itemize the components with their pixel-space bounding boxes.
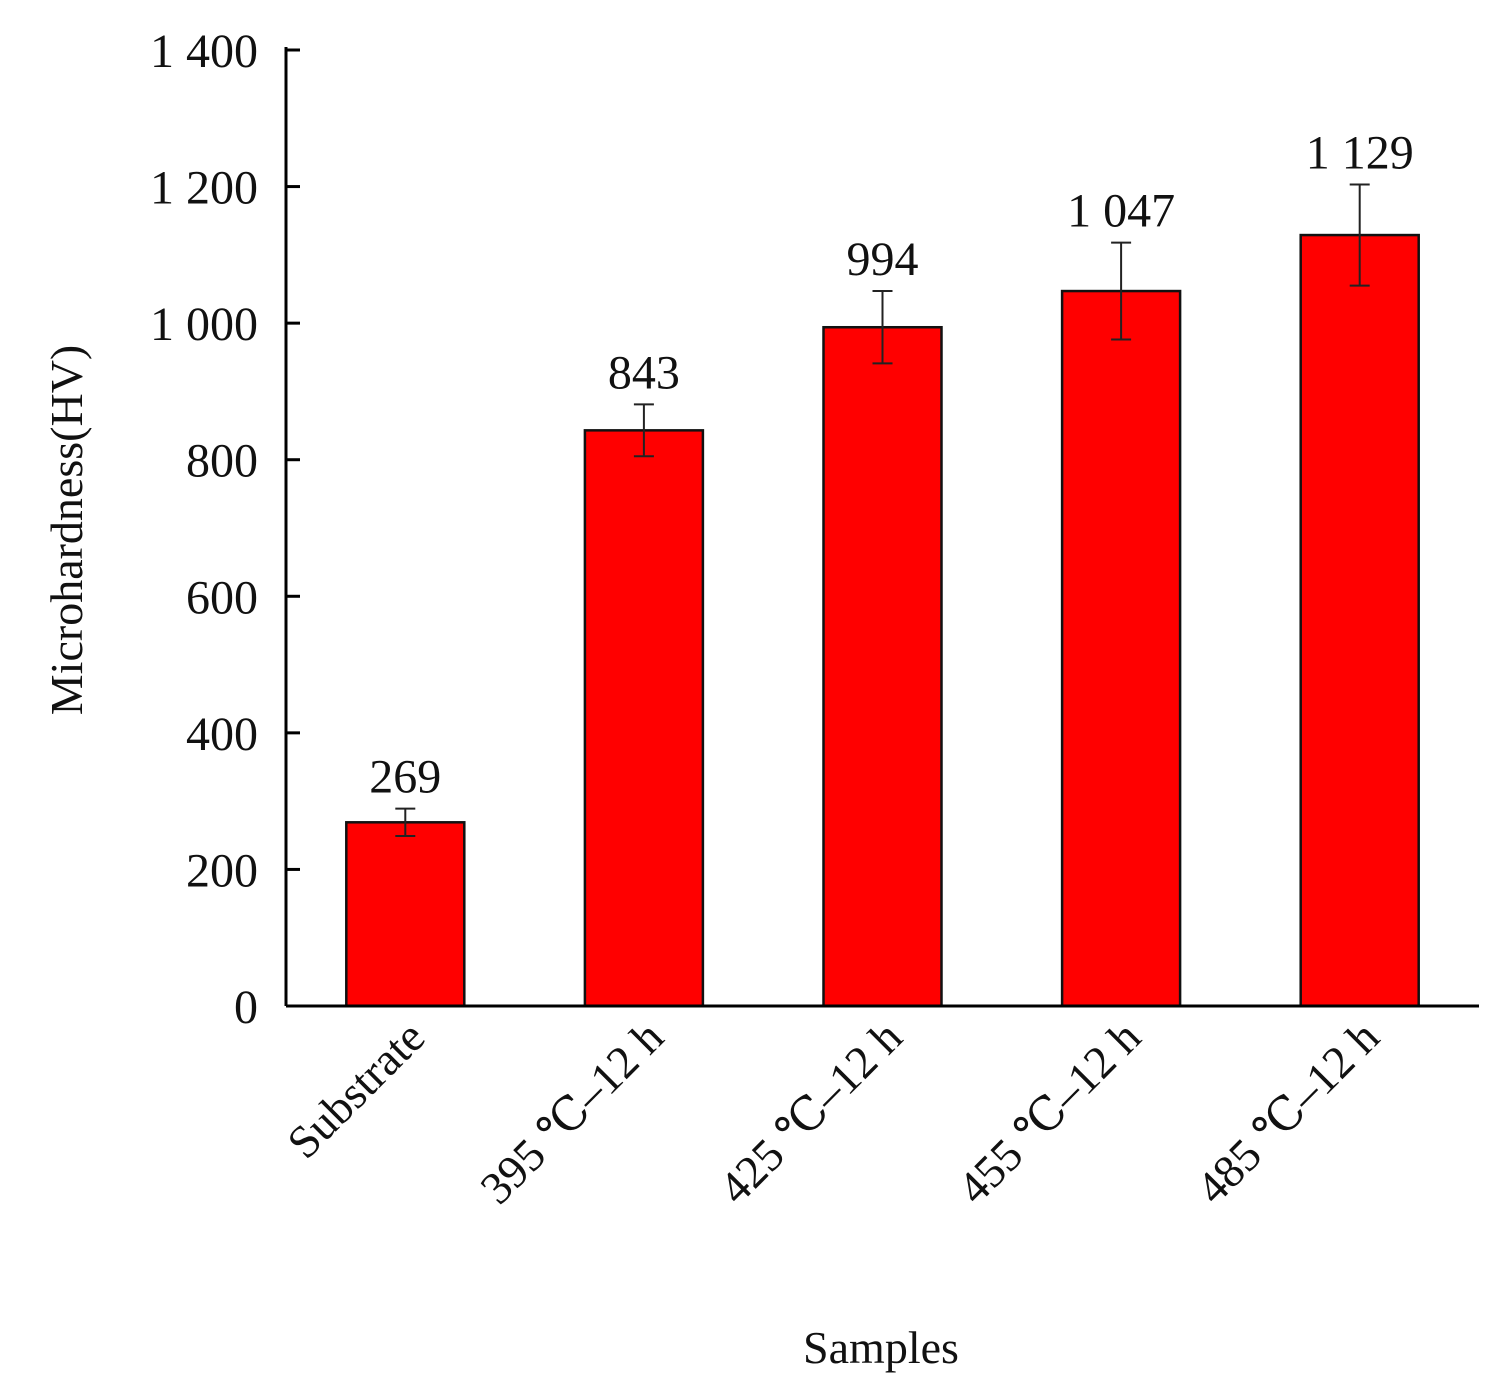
error-bars-layer <box>395 183 1370 837</box>
y-axis-title: Microhardness(HV) <box>41 345 92 715</box>
x-axis-title: Samples <box>803 1322 959 1373</box>
bar <box>822 325 943 1008</box>
data-label: 1 047 <box>1067 185 1175 238</box>
data-label: 843 <box>608 346 680 399</box>
y-ticks-layer: 0 200 400 600 800 1 000 1 200 1 400 <box>150 25 300 1034</box>
x-tick-label: Substrate <box>277 1011 434 1168</box>
y-tick-label: 800 <box>186 435 258 488</box>
data-label: 1 129 <box>1306 127 1414 180</box>
data-label: 269 <box>369 751 441 804</box>
y-tick-label: 400 <box>186 708 258 761</box>
bar <box>1299 233 1420 1008</box>
data-label: 994 <box>847 233 919 286</box>
y-tick-label: 1 000 <box>150 298 258 351</box>
bar <box>583 429 705 1008</box>
y-tick-label: 600 <box>186 571 258 624</box>
bar <box>1060 289 1182 1008</box>
y-tick-label: 1 200 <box>150 162 258 215</box>
bar <box>345 821 466 1008</box>
y-tick-label: 0 <box>234 981 258 1034</box>
x-tick-label: 455 ℃–12 h <box>948 1011 1151 1214</box>
y-tick-label: 200 <box>186 844 258 897</box>
y-tick-label: 1 400 <box>150 25 258 78</box>
x-tick-label: 395 ℃–12 h <box>470 1011 673 1214</box>
axes-layer <box>284 47 1479 1008</box>
data-labels-layer: 269 843 994 1 047 1 129 <box>369 127 1413 804</box>
x-tick-label: 425 ℃–12 h <box>709 1011 912 1214</box>
x-tick-label: 485 ℃–12 h <box>1186 1011 1389 1214</box>
